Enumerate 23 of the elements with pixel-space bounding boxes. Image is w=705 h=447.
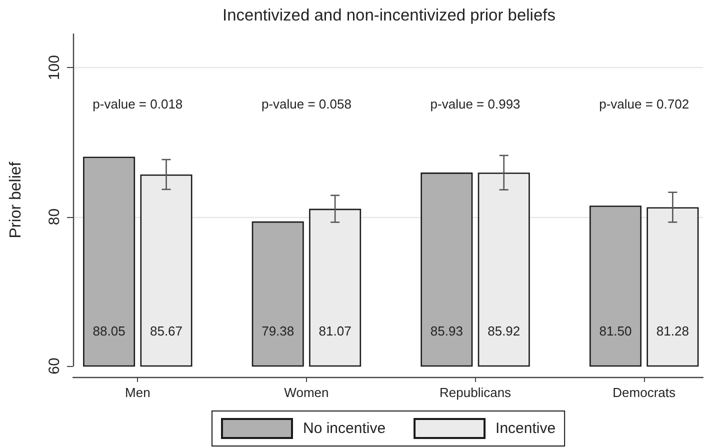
x-tick-label: Women — [284, 385, 329, 400]
x-tick-label: Men — [125, 385, 150, 400]
annotation: p-value = 0.702 — [599, 96, 690, 112]
annotation: p-value = 0.993 — [430, 96, 520, 112]
data-label: 81.50 — [599, 324, 632, 339]
chart-title: Incentivized and non-incentivized prior beliefs — [222, 6, 556, 24]
y-tick-label: 60 — [46, 358, 63, 374]
data-label: 85.93 — [430, 324, 463, 339]
data-label: 81.07 — [318, 324, 352, 339]
data-label: 85.92 — [488, 324, 520, 339]
data-label: 85.67 — [150, 324, 183, 339]
data-label: 88.05 — [92, 324, 126, 339]
annotation: p-value = 0.058 — [261, 96, 352, 112]
x-tick-label: Republicans — [440, 385, 512, 400]
legend-label: No incentive — [303, 420, 386, 437]
legend-label: Incentive — [496, 420, 556, 437]
y-tick-label: 100 — [46, 55, 63, 80]
annotation: p-value = 0.018 — [92, 96, 183, 112]
x-tick-label: Democrats — [612, 385, 676, 400]
data-label: 79.38 — [262, 324, 294, 339]
data-label: 81.28 — [656, 324, 689, 339]
y-tick-label: 80 — [46, 208, 63, 226]
y-axis-title: Prior belief — [8, 161, 24, 238]
